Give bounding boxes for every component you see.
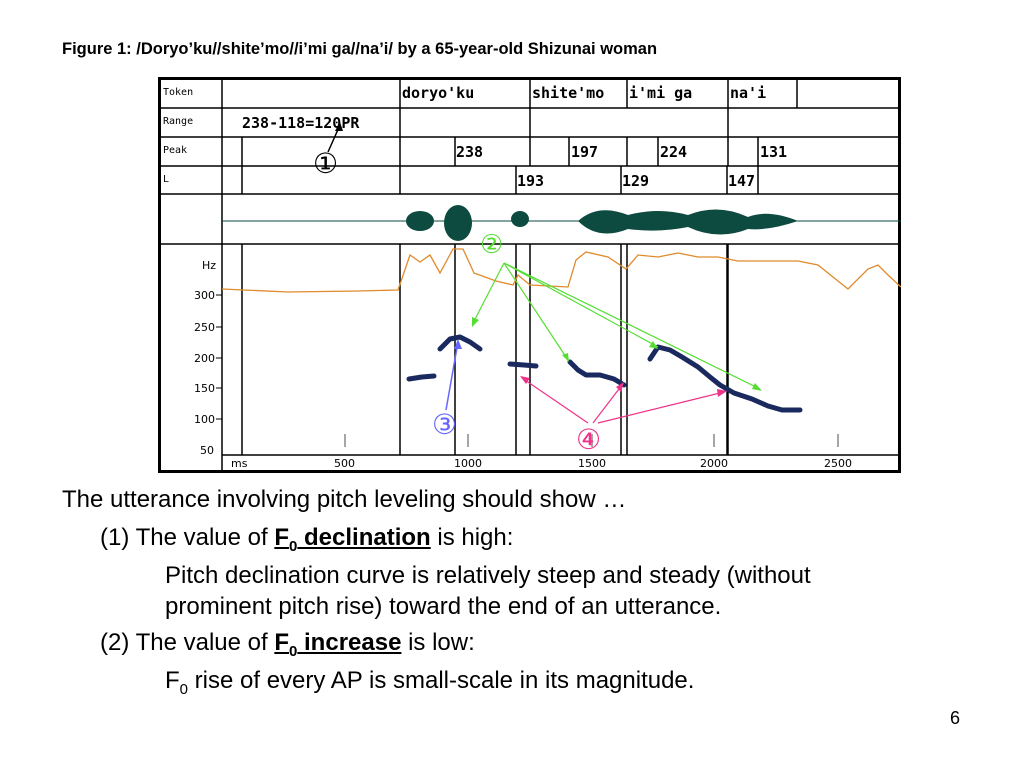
point-1-suffix: is high: xyxy=(430,524,514,551)
pitch-analysis-figure: Token Range Peak L doryo'ku shite'mo i'm… xyxy=(158,77,901,473)
point-1: (1) The value of F0 declination is high: xyxy=(100,523,513,562)
detail-rest: rise of every AP is small-scale in its m… xyxy=(188,667,695,694)
y-tick: 50 xyxy=(200,444,214,457)
token-doryoku: doryo'ku xyxy=(402,84,474,102)
term-subscript: 0 xyxy=(289,642,298,660)
point-1-prefix: (1) The value of xyxy=(100,524,275,551)
row-label-token: Token xyxy=(163,87,193,98)
y-tick: 200 xyxy=(194,352,215,365)
detail-subscript: 0 xyxy=(179,680,189,698)
term-rest: declination xyxy=(297,524,431,551)
x-tick: 1500 xyxy=(578,457,606,470)
segment-boundaries xyxy=(241,244,729,455)
peak-value: 131 xyxy=(760,143,787,161)
marker-4-arrows xyxy=(521,377,725,424)
figure-title: Figure 1: /Doryo’ku//shite’mo//i’mi ga//… xyxy=(62,40,658,58)
term-f: F xyxy=(274,524,289,551)
x-tick: 500 xyxy=(334,457,355,470)
term-rest: increase xyxy=(297,629,402,656)
orange-track xyxy=(221,248,901,293)
marker-3: ③ xyxy=(432,408,457,441)
f0-increase-term: F0 increase xyxy=(274,629,402,660)
x-tick: 1000 xyxy=(454,457,482,470)
peak-value: 224 xyxy=(660,143,687,161)
detail-f: F xyxy=(165,667,180,694)
y-tick: 300 xyxy=(194,289,215,302)
term-f: F xyxy=(274,629,289,656)
waveform xyxy=(406,205,798,241)
l-value: 193 xyxy=(517,172,544,190)
point-2: (2) The value of F0 increase is low: xyxy=(100,628,475,667)
point-1-detail-line-1: Pitch declination curve is relatively st… xyxy=(165,562,811,589)
y-tick: 150 xyxy=(194,382,215,395)
intro-line: The utterance involving pitch leveling s… xyxy=(62,486,627,513)
marker-2: ② xyxy=(480,230,503,260)
f0-declination-term: F0 declination xyxy=(274,524,431,555)
y-tick: 250 xyxy=(194,321,215,334)
x-unit-label: ms xyxy=(231,457,248,470)
marker-3-arrow xyxy=(445,341,459,411)
point-1-detail-line-2: prominent pitch rise) toward the end of … xyxy=(165,593,722,620)
marker-2-arrows xyxy=(471,262,761,390)
range-formula: 238-118=120PR xyxy=(242,114,360,132)
x-tick: 2500 xyxy=(824,457,852,470)
peak-value: 197 xyxy=(571,143,598,161)
token-imiga: i'mi ga xyxy=(629,84,692,102)
row-label-range: Range xyxy=(163,116,193,127)
token-nai: na'i xyxy=(730,84,766,102)
point-2-detail: F0 rise of every AP is small-scale in it… xyxy=(165,666,694,705)
f0-contour xyxy=(406,334,803,413)
marker-1: ① xyxy=(313,147,338,180)
l-value: 129 xyxy=(622,172,649,190)
y-tick: 100 xyxy=(194,413,215,426)
x-tick: 2000 xyxy=(700,457,728,470)
point-2-prefix: (2) The value of xyxy=(100,629,275,656)
row-label-peak: Peak xyxy=(163,145,187,156)
l-value: 147 xyxy=(728,172,755,190)
point-2-suffix: is low: xyxy=(401,629,475,656)
row-label-l: L xyxy=(163,174,169,185)
term-subscript: 0 xyxy=(289,537,298,555)
page-number: 6 xyxy=(950,708,961,728)
peak-value: 238 xyxy=(456,143,483,161)
y-unit-label: Hz xyxy=(202,259,216,272)
token-shitemo: shite'mo xyxy=(532,84,604,102)
marker-4: ④ xyxy=(576,423,601,456)
